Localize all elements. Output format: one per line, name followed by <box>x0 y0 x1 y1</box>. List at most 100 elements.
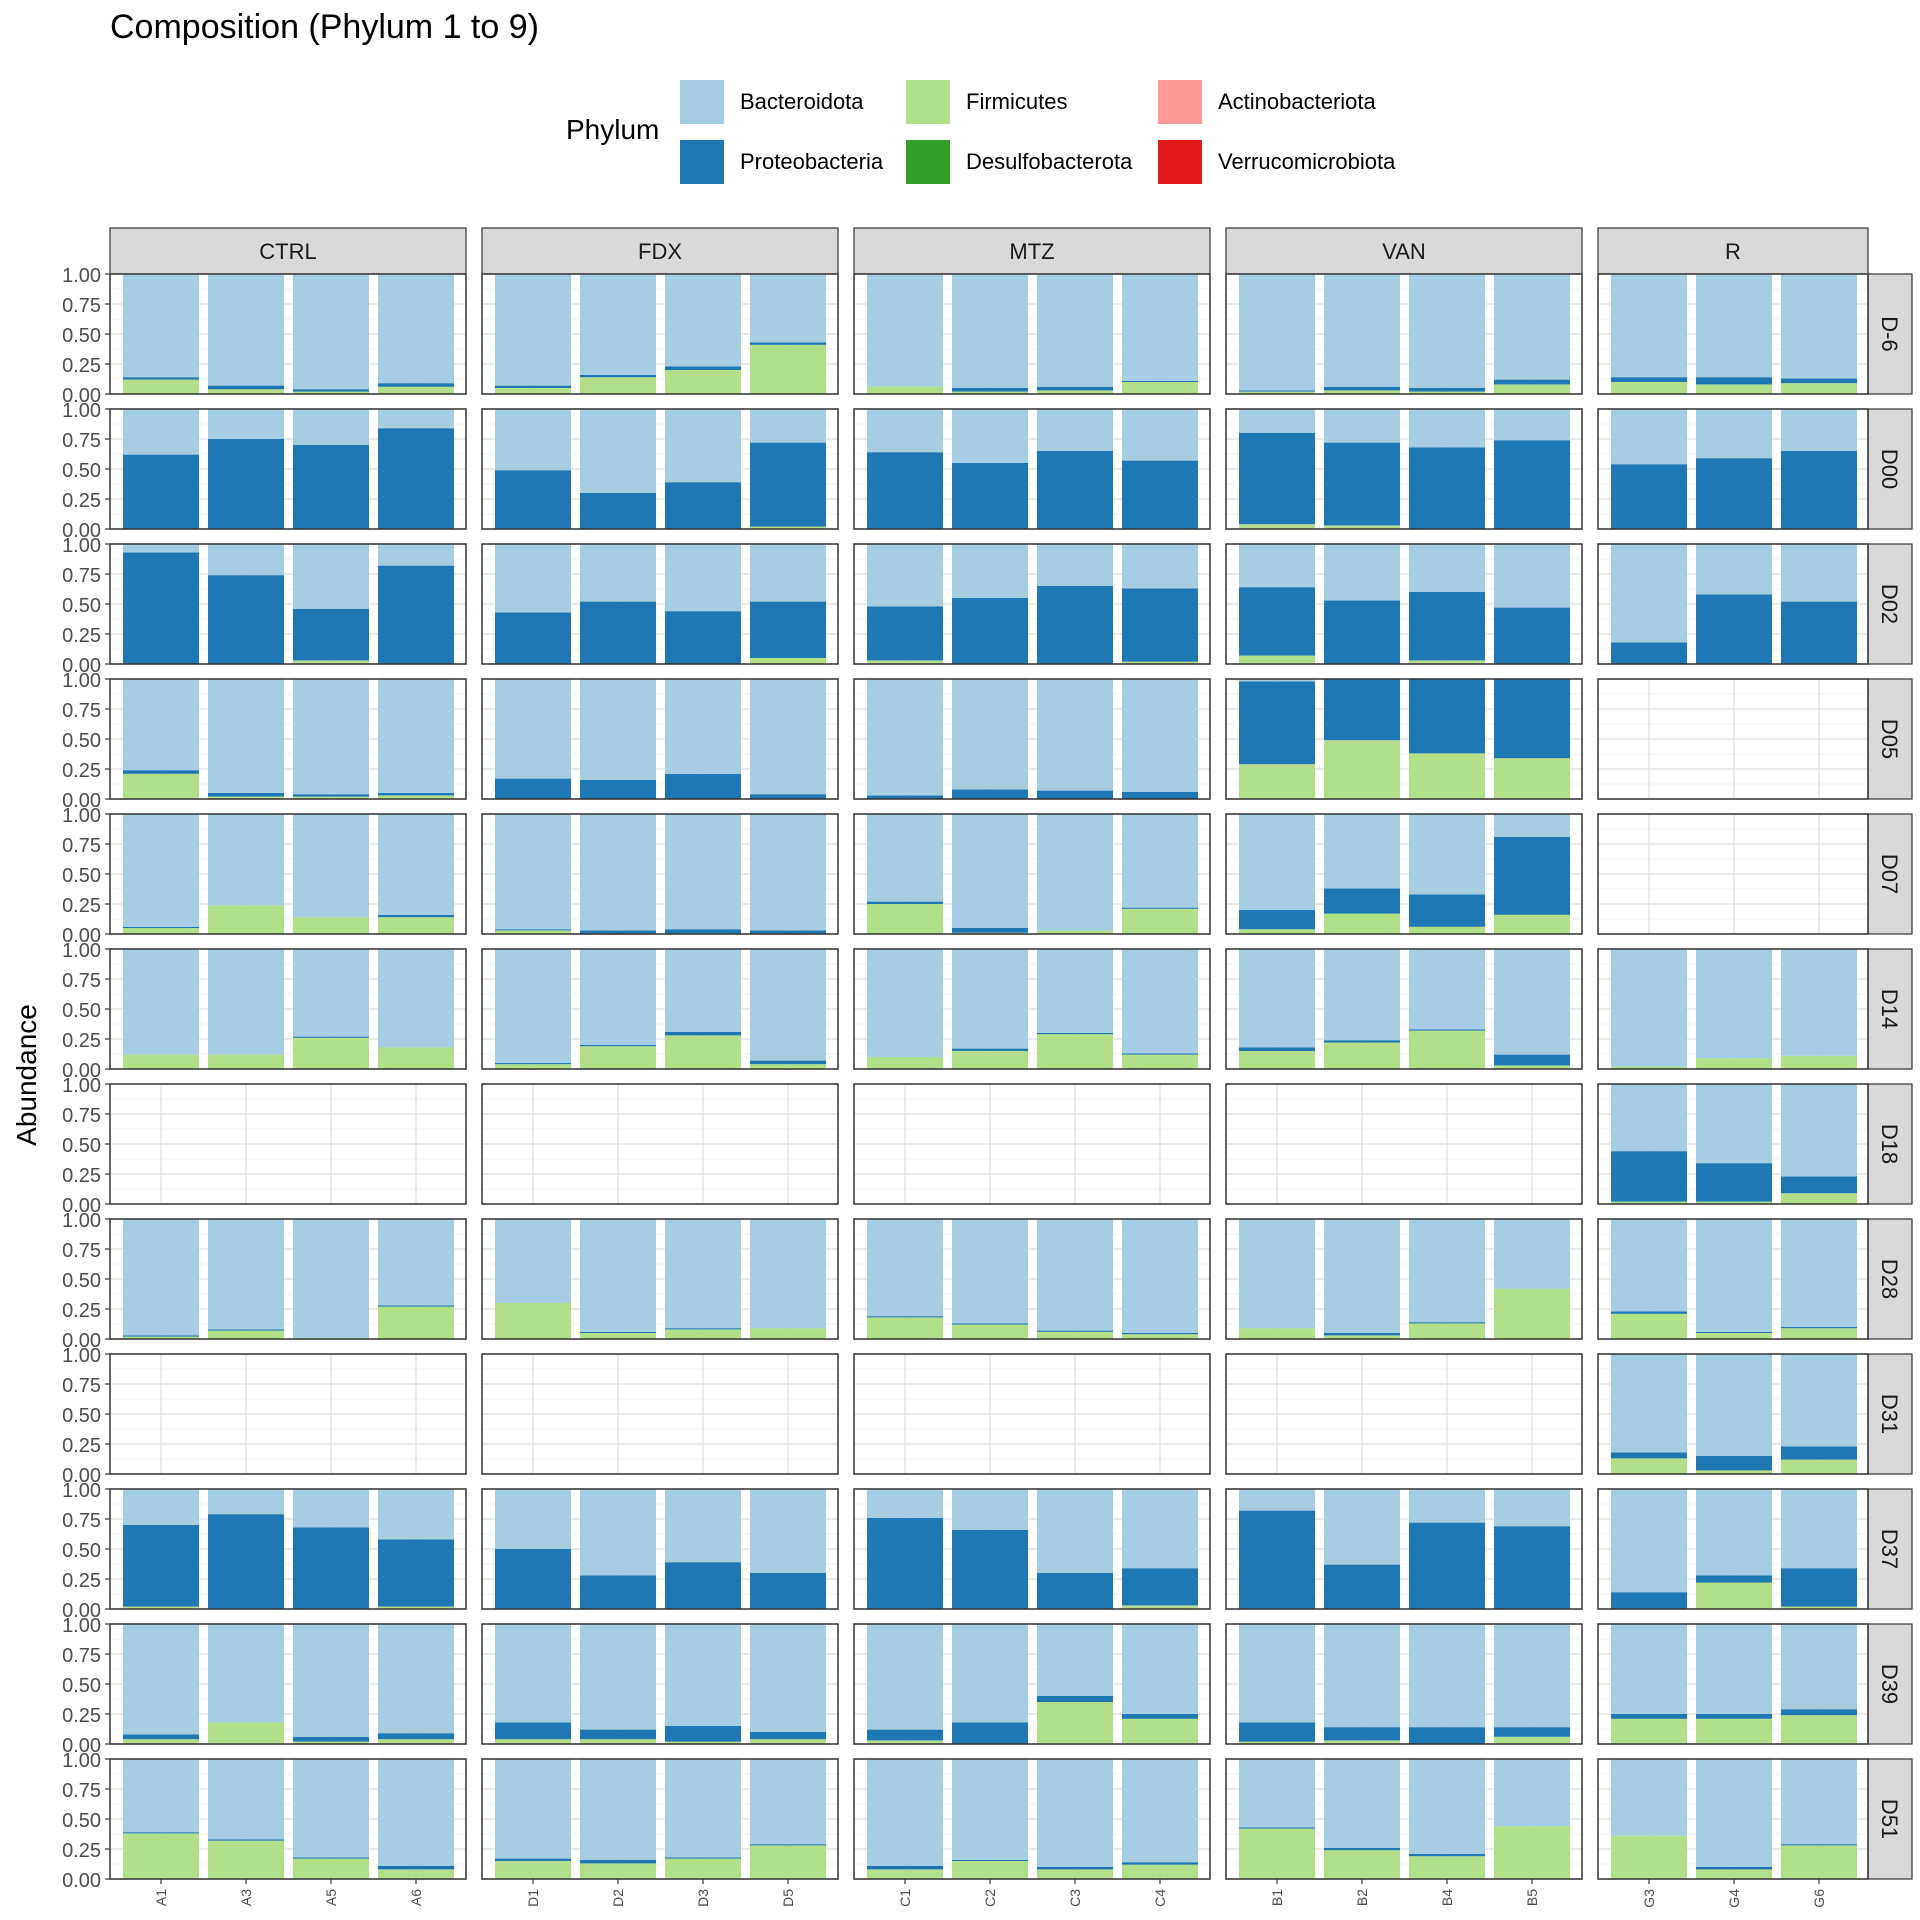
bar-bacteroidota-c4-d07 <box>1122 814 1198 908</box>
bar-firmicutes-b1-d-6 <box>1239 391 1315 394</box>
bar-bacteroidota-d2-d00 <box>580 409 656 493</box>
panel-border <box>109 1488 467 1610</box>
bar-proteobacteria-a6-d00 <box>378 428 454 529</box>
bar-firmicutes-d1-d07 <box>495 930 571 934</box>
bar-firmicutes-g3-d31 <box>1611 1458 1687 1474</box>
bar-bacteroidota-b1-d28 <box>1239 1219 1315 1329</box>
bar-bacteroidota-c3-d-6 <box>1037 274 1113 387</box>
bar-firmicutes-c2-d28 <box>952 1324 1028 1339</box>
bar-firmicutes-c3-d28 <box>1037 1331 1113 1339</box>
panel-border <box>1225 1218 1583 1340</box>
legend-item-firmicutes: Firmicutes <box>906 80 1067 124</box>
y-tick-label: 0.50 <box>62 460 101 482</box>
bar-proteobacteria-b2-d02 <box>1324 600 1400 664</box>
legend-label-verrucomicrobiota: Verrucomicrobiota <box>1218 149 1396 174</box>
bar-firmicutes-c4-d51 <box>1122 1864 1198 1879</box>
bar-proteobacteria-g4-d-6 <box>1696 377 1772 385</box>
bar-bacteroidota-d5-d51 <box>750 1759 826 1845</box>
bar-proteobacteria-c2-d07 <box>952 928 1028 933</box>
bar-proteobacteria-c4-d07 <box>1122 907 1198 909</box>
panel-van-d07 <box>1225 813 1583 935</box>
panel-r-d39 <box>1597 1623 1869 1745</box>
bar-firmicutes-c3-d07 <box>1037 930 1113 934</box>
bar-proteobacteria-d3-d37 <box>665 1562 741 1609</box>
panel-border <box>109 1623 467 1745</box>
bar-proteobacteria-d3-d39 <box>665 1726 741 1742</box>
panel-van-d05 <box>1225 678 1583 800</box>
legend-swatch-proteobacteria <box>680 140 724 184</box>
y-tick-label: 0.50 <box>62 730 101 752</box>
bar-proteobacteria-d3-d07 <box>665 929 741 934</box>
bar-bacteroidota-g3-d00 <box>1611 409 1687 465</box>
bar-bacteroidota-c4-d39 <box>1122 1624 1198 1714</box>
bar-proteobacteria-d1-d05 <box>495 778 571 799</box>
bar-bacteroidota-b2-d39 <box>1324 1624 1400 1728</box>
bar-bacteroidota-b4-d02 <box>1409 544 1485 592</box>
bar-firmicutes-g6-d18 <box>1781 1193 1857 1204</box>
bar-firmicutes-d2-d-6 <box>580 377 656 394</box>
bar-proteobacteria-a6-d07 <box>378 914 454 918</box>
bar-proteobacteria-a3-d05 <box>208 793 284 797</box>
bar-bacteroidota-c2-d-6 <box>952 274 1028 388</box>
bar-bacteroidota-b5-d00 <box>1494 409 1570 441</box>
bar-proteobacteria-d1-d39 <box>495 1722 571 1740</box>
bar-bacteroidota-a6-d14 <box>378 949 454 1048</box>
y-tick-label: 0.00 <box>62 385 101 407</box>
bar-firmicutes-a1-d-6 <box>123 379 199 394</box>
y-tick-label: 0.00 <box>62 1735 101 1757</box>
bar-proteobacteria-a6-d37 <box>378 1539 454 1607</box>
bar-firmicutes-a5-d02 <box>293 660 369 664</box>
bar-bacteroidota-g4-d18 <box>1696 1084 1772 1164</box>
bar-proteobacteria-c2-d-6 <box>952 388 1028 392</box>
bar-proteobacteria-c1-d39 <box>867 1729 943 1741</box>
panel-van-d37 <box>1225 1488 1583 1610</box>
panel-van-d-6 <box>1225 273 1583 395</box>
row-strip-label-d18: D18 <box>1877 1124 1902 1164</box>
bar-firmicutes-c4-d39 <box>1122 1718 1198 1744</box>
bar-proteobacteria-d2-d-6 <box>580 374 656 378</box>
bar-firmicutes-a3-d39 <box>208 1722 284 1744</box>
panel-border <box>853 813 1211 935</box>
bar-bacteroidota-b5-d07 <box>1494 814 1570 837</box>
bar-bacteroidota-c1-d14 <box>867 949 943 1057</box>
x-tick-label-g4: G4 <box>1726 1889 1742 1908</box>
panel-ctrl-d31 <box>109 1353 467 1475</box>
bar-proteobacteria-c2-d51 <box>952 1859 1028 1861</box>
bar-bacteroidota-c2-d07 <box>952 814 1028 928</box>
y-tick-label: 0.50 <box>62 1135 101 1157</box>
panel-border <box>1225 1758 1583 1880</box>
bar-bacteroidota-g4-d-6 <box>1696 274 1772 378</box>
bar-firmicutes-b4-d02 <box>1409 660 1485 664</box>
legend-title: Phylum <box>566 114 660 145</box>
bar-bacteroidota-d5-d05 <box>750 679 826 795</box>
bar-proteobacteria-c2-d02 <box>952 598 1028 664</box>
bar-proteobacteria-c4-d14 <box>1122 1053 1198 1055</box>
x-tick-label-b5: B5 <box>1524 1889 1540 1906</box>
bar-bacteroidota-b4-d39 <box>1409 1624 1485 1728</box>
bar-proteobacteria-c1-d07 <box>867 901 943 904</box>
panel-border <box>1597 1623 1869 1745</box>
bar-proteobacteria-a3-d28 <box>208 1329 284 1331</box>
bar-firmicutes-d2-d51 <box>580 1863 656 1879</box>
bar-proteobacteria-b5-d00 <box>1494 440 1570 529</box>
bar-proteobacteria-c2-d37 <box>952 1529 1028 1609</box>
row-strip-d28 <box>1867 1218 1913 1340</box>
panel-ctrl-d02 <box>109 543 467 665</box>
bar-bacteroidota-d5-d28 <box>750 1219 826 1329</box>
panel-fdx-d14 <box>481 948 839 1070</box>
bar-firmicutes-a3-d-6 <box>208 389 284 394</box>
x-tick-label-b1: B1 <box>1269 1889 1285 1906</box>
bar-proteobacteria-b2-d37 <box>1324 1564 1400 1609</box>
bar-bacteroidota-a6-d00 <box>378 409 454 429</box>
bar-bacteroidota-d5-d00 <box>750 409 826 443</box>
bar-proteobacteria-c3-d51 <box>1037 1867 1113 1870</box>
bar-firmicutes-b2-d07 <box>1324 913 1400 934</box>
panel-border <box>1225 678 1583 800</box>
x-tick-label-a6: A6 <box>408 1889 424 1906</box>
bar-firmicutes-c4-d-6 <box>1122 382 1198 394</box>
bar-bacteroidota-d2-d02 <box>580 544 656 602</box>
panel-r-d51 <box>1597 1758 1869 1880</box>
bar-proteobacteria-b1-d-6 <box>1239 390 1315 392</box>
panel-ctrl-d39 <box>109 1623 467 1745</box>
bar-bacteroidota-g6-d28 <box>1781 1219 1857 1327</box>
